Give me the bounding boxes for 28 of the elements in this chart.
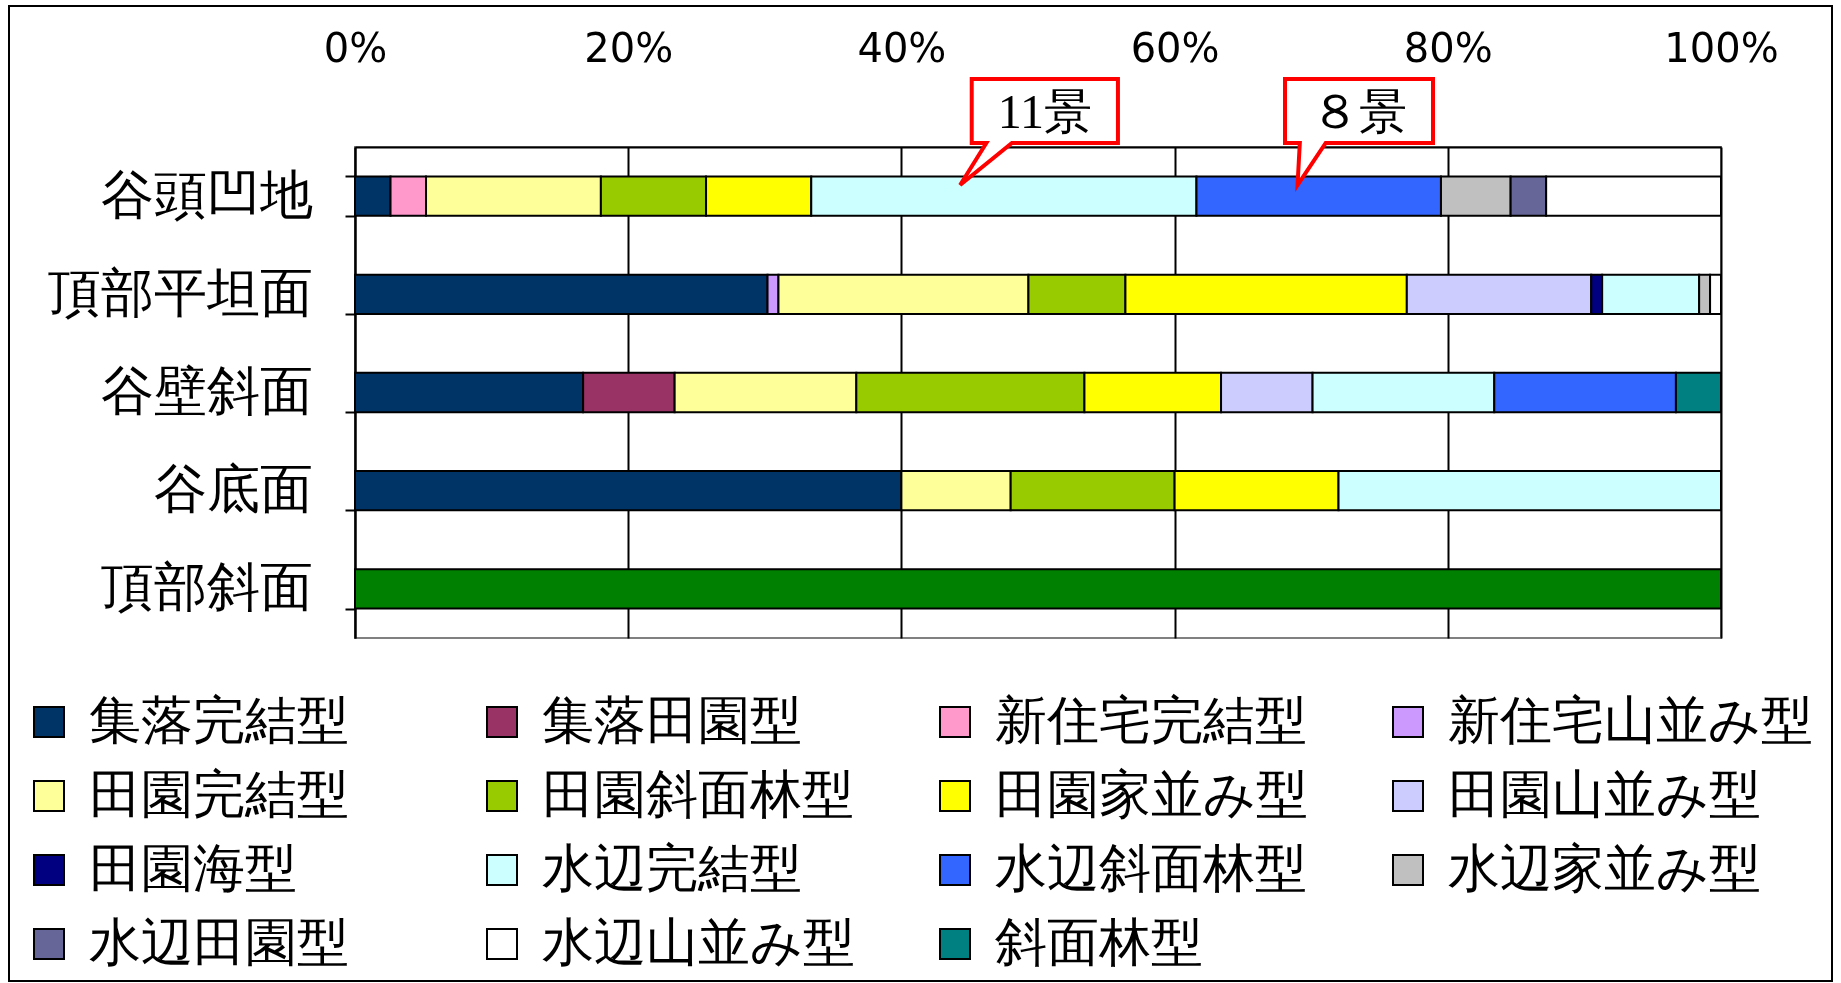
legend-label: 集落田園型 <box>542 690 802 750</box>
legend-label: 田園海型 <box>89 838 297 898</box>
legend-label: 水辺山並み型 <box>542 912 855 972</box>
x-tick-label: 40% <box>857 24 947 71</box>
x-tick-label: 60% <box>1130 24 1220 71</box>
y-tick-label: 頂部平坦面 <box>47 261 313 323</box>
legend-label: 水辺完結型 <box>542 838 802 898</box>
legend-label: 新住宅完結型 <box>995 690 1307 750</box>
legend-label: 水辺家並み型 <box>1448 838 1761 898</box>
legend-label: 新住宅山並み型 <box>1448 690 1813 750</box>
legend-label: 田園完結型 <box>89 764 349 824</box>
y-tick-label: 谷壁斜面 <box>100 360 313 421</box>
x-tick-label: 100% <box>1664 24 1779 71</box>
legend-label: 集落完結型 <box>89 690 349 750</box>
legend-label: 田園斜面林型 <box>542 764 854 824</box>
legend-label: 水辺斜面林型 <box>995 838 1307 898</box>
x-tick-label: 0% <box>323 24 388 71</box>
text: ８景 <box>1311 85 1408 138</box>
y-tick-label: 谷底面 <box>153 458 313 520</box>
text: 11景 <box>997 85 1092 138</box>
y-tick-label: 谷頭凹地 <box>100 163 313 225</box>
legend-label: 田園山並み型 <box>1448 764 1761 824</box>
legend-label: 田園家並み型 <box>995 764 1308 824</box>
x-tick-label: 20% <box>584 24 674 71</box>
legend-label: 水辺田園型 <box>89 912 349 972</box>
legend-label: 斜面林型 <box>995 912 1203 972</box>
y-tick-label: 頂部斜面 <box>100 556 313 618</box>
x-tick-label: 80% <box>1403 24 1493 71</box>
